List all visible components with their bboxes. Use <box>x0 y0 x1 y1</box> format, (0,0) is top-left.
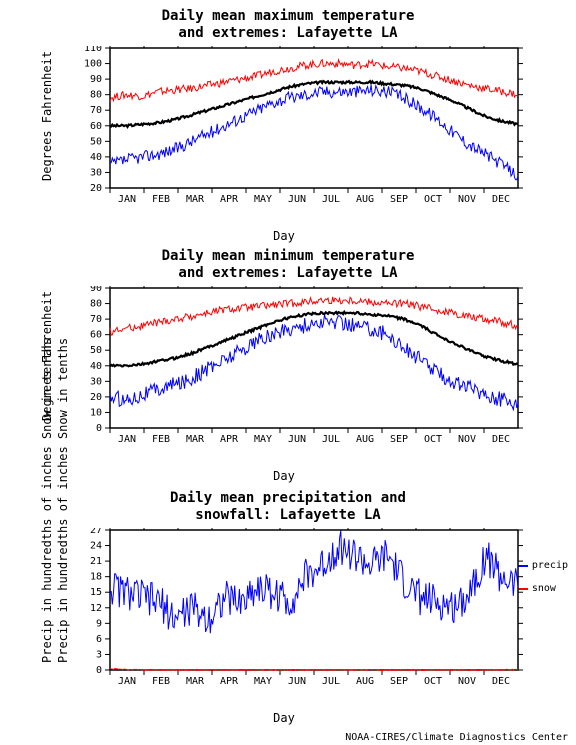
x-tick-label: APR <box>220 434 239 445</box>
chart-title: Daily mean precipitation andsnowfall: La… <box>0 490 576 524</box>
x-tick-label: MAY <box>254 194 272 205</box>
x-tick-label: OCT <box>424 676 442 687</box>
y-tick-label: 70 <box>90 105 102 116</box>
x-tick-label: MAY <box>254 676 272 687</box>
y-tick-label: 6 <box>96 633 102 644</box>
x-tick-label: DEC <box>492 676 510 687</box>
y-tick-label: 18 <box>90 571 102 582</box>
y-tick-label: 100 <box>84 58 102 69</box>
plot-area: Degrees Fahrenheit2030405060708090100110… <box>110 46 576 211</box>
chart-svg: 0 10 20 30 40 50 60 70 80 90 JAN FEB MAR APR MAY JUN JUL… <box>80 286 528 451</box>
chart-title-line2: snowfall: Lafayette LA <box>0 507 576 524</box>
y-tick-label: 40 <box>90 151 102 162</box>
x-tick-label: AUG <box>356 194 374 205</box>
y-tick-label: 50 <box>90 345 102 356</box>
chart-2: Daily mean precipitation andsnowfall: La… <box>0 490 576 725</box>
chart-title-line1: Daily mean minimum temperature <box>0 248 576 265</box>
x-tick-label: MAR <box>186 194 205 205</box>
x-tick-label: NOV <box>458 676 476 687</box>
x-tick-label: OCT <box>424 194 442 205</box>
y-tick-label: 30 <box>90 167 102 178</box>
y-tick-label: 30 <box>90 376 102 387</box>
x-tick-label: JAN <box>118 194 136 205</box>
y-axis-label: Precip in hundredths of inches Snow in t… <box>40 337 54 662</box>
x-tick-label: AUG <box>356 434 374 445</box>
x-axis-label: Day <box>80 711 488 725</box>
x-tick-label: JUN <box>288 434 306 445</box>
x-tick-label: FEB <box>152 676 170 687</box>
y-tick-label: 15 <box>90 587 102 598</box>
chart-0: Daily mean maximum temperatureand extrem… <box>0 8 576 243</box>
x-tick-label: JUN <box>288 194 306 205</box>
x-axis-label: Day <box>80 229 488 243</box>
y-tick-label: 10 <box>90 407 102 418</box>
x-tick-label: SEP <box>390 676 408 687</box>
x-tick-label: OCT <box>424 434 442 445</box>
y-tick-label: 40 <box>90 360 102 371</box>
y-tick-label: 60 <box>90 329 102 340</box>
y-tick-label: 0 <box>96 423 102 434</box>
x-tick-label: FEB <box>152 434 170 445</box>
x-tick-label: FEB <box>152 194 170 205</box>
y-tick-label: 90 <box>90 74 102 85</box>
x-tick-label: JUN <box>288 676 306 687</box>
y-tick-label: 21 <box>90 556 102 567</box>
x-tick-label: NOV <box>458 194 476 205</box>
y-tick-label: 110 <box>84 46 102 54</box>
x-tick-label: SEP <box>390 194 408 205</box>
x-tick-label: DEC <box>492 434 510 445</box>
y-tick-label: 20 <box>90 391 102 402</box>
chart-1: Daily mean minimum temperatureand extrem… <box>0 248 576 483</box>
y-tick-label: 0 <box>96 665 102 676</box>
y-axis-label: Degrees Fahrenheit <box>40 51 54 181</box>
x-tick-label: MAR <box>186 676 205 687</box>
x-tick-label: SEP <box>390 434 408 445</box>
y-tick-label: 3 <box>96 649 102 660</box>
footer-attribution: NOAA-CIRES/Climate Diagnostics Center <box>345 732 568 743</box>
x-tick-label: APR <box>220 194 239 205</box>
y-tick-label: 90 <box>90 286 102 294</box>
y-tick-label: 50 <box>90 136 102 147</box>
x-tick-label: AUG <box>356 676 374 687</box>
chart-title-line1: Daily mean maximum temperature <box>0 8 576 25</box>
plot-area: Degrees Fahrenheit0102030405060708090JAN… <box>110 286 576 451</box>
y-tick-label: 27 <box>90 528 102 536</box>
x-tick-label: JUL <box>322 434 340 445</box>
chart-title-line1: Daily mean precipitation and <box>0 490 576 507</box>
chart-title-line2: and extremes: Lafayette LA <box>0 265 576 282</box>
chart-svg: 0 3 6 9 12 15 18 21 24 27 JAN FEB MAR APR MAY JUN JUL AUG… <box>80 528 528 693</box>
y-tick-label: 60 <box>90 120 102 131</box>
x-tick-label: JUL <box>322 194 340 205</box>
x-tick-label: MAR <box>186 434 205 445</box>
x-tick-label: APR <box>220 676 239 687</box>
chart-title-line2: and extremes: Lafayette LA <box>0 25 576 42</box>
chart-title: Daily mean maximum temperatureand extrem… <box>0 8 576 42</box>
chart-title: Daily mean minimum temperatureand extrem… <box>0 248 576 282</box>
x-tick-label: JUL <box>322 676 340 687</box>
y-tick-label: 70 <box>90 314 102 325</box>
x-axis-label: Day <box>80 469 488 483</box>
y-tick-label: 20 <box>90 183 102 194</box>
y-tick-label: 80 <box>90 89 102 100</box>
x-tick-label: JAN <box>118 434 136 445</box>
x-tick-label: JAN <box>118 676 136 687</box>
x-tick-label: DEC <box>492 194 510 205</box>
plot-area: Precip in hundredths of inches Snow in t… <box>110 528 576 693</box>
x-tick-label: NOV <box>458 434 476 445</box>
chart-svg: 20 30 40 50 60 70 80 90 100 110 JAN FEB MAR APR MAY JUN… <box>80 46 528 211</box>
y-tick-label: 9 <box>96 618 102 629</box>
y-axis-label: Precip in hundredths of inches Snow in t… <box>56 337 70 662</box>
y-tick-label: 80 <box>90 298 102 309</box>
x-tick-label: MAY <box>254 434 272 445</box>
y-tick-label: 12 <box>90 602 102 613</box>
y-tick-label: 24 <box>90 540 102 551</box>
